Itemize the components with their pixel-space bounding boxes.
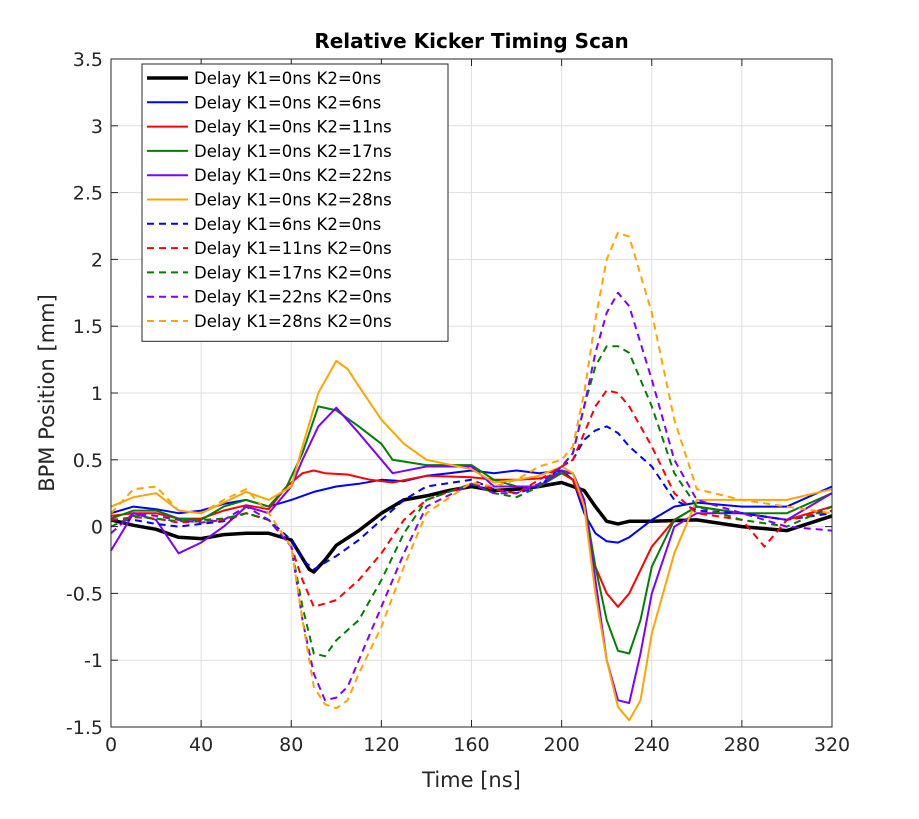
series-line-4	[110, 405, 833, 655]
x-tick-label: 240	[634, 734, 670, 756]
x-tick-label: 40	[189, 734, 213, 756]
series-line-10	[110, 291, 833, 702]
legend-label: Delay K1=0ns K2=0ns	[194, 69, 381, 88]
ticks: 0 40 80 120 160 200 240 280 320 -1.5 -1 -0.5 0 0.5 1 1.…	[66, 49, 850, 756]
y-tick-label: 0.5	[73, 450, 103, 472]
series-line-9	[110, 345, 833, 658]
legend-label: Delay K1=0ns K2=28ns	[194, 191, 392, 210]
y-tick-label: 2	[91, 249, 103, 271]
y-tick-label: 1.5	[73, 316, 103, 338]
series-line-1	[110, 480, 833, 574]
x-tick-label: 160	[453, 734, 489, 756]
series-line-6	[110, 359, 833, 722]
legend: Delay K1=0ns K2=0ns Delay K1=0ns K2=6ns De…	[141, 63, 449, 342]
series-line-2	[110, 469, 833, 544]
x-tick-label: 80	[279, 734, 303, 756]
y-tick-label: 3	[91, 116, 103, 138]
legend-label: Delay K1=0ns K2=22ns	[194, 166, 392, 185]
legend-label: Delay K1=17ns K2=0ns	[194, 263, 392, 282]
x-tick-label: 280	[724, 734, 760, 756]
x-tick-label: 200	[543, 734, 579, 756]
x-tick-label: 120	[363, 734, 399, 756]
grid	[110, 58, 833, 728]
x-axis-label: Time [ns]	[421, 768, 521, 792]
chart-title: Relative Kicker Timing Scan	[314, 29, 628, 53]
legend-box	[141, 63, 449, 342]
y-tick-label: 3.5	[73, 49, 103, 71]
legend-label: Delay K1=28ns K2=0ns	[194, 312, 392, 331]
y-tick-label: 0	[91, 517, 103, 539]
y-tick-label: 1	[91, 383, 103, 405]
legend-label: Delay K1=11ns K2=0ns	[194, 239, 392, 258]
legend-label: Delay K1=0ns K2=6ns	[194, 93, 381, 112]
series-line-3	[110, 469, 833, 608]
legend-label: Delay K1=0ns K2=17ns	[194, 142, 392, 161]
series-layer	[110, 231, 833, 722]
legend-label: Delay K1=6ns K2=0ns	[194, 215, 381, 234]
y-tick-label: -1.5	[66, 717, 103, 739]
y-tick-label: -1	[84, 650, 103, 672]
legend-label: Delay K1=0ns K2=11ns	[194, 118, 392, 137]
x-tick-label: 0	[105, 734, 117, 756]
y-tick-label: 2.5	[73, 183, 103, 205]
x-tick-label: 320	[814, 734, 850, 756]
legend-label: Delay K1=22ns K2=0ns	[194, 288, 392, 307]
y-axis-label: BPM Position [mm]	[35, 294, 59, 492]
y-tick-label: -0.5	[66, 583, 103, 605]
series-line-11	[110, 231, 833, 710]
